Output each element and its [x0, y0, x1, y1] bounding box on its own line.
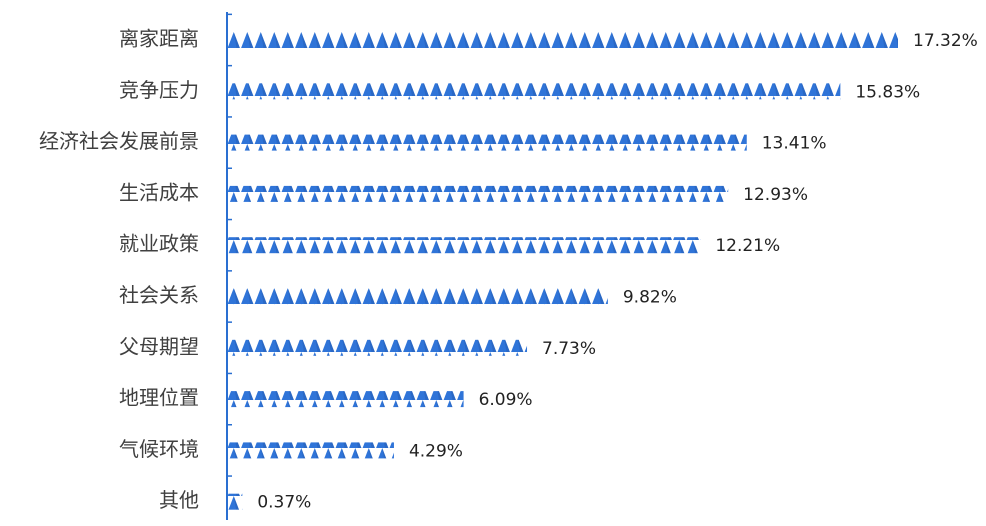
bar-mark [228, 288, 608, 305]
bar-mark [228, 237, 701, 254]
bar-mark [228, 185, 729, 202]
data-label: 12.93% [743, 185, 808, 205]
bar-mark [228, 391, 464, 408]
bar-mark [228, 339, 528, 356]
category-label: 经济社会发展前景 [39, 129, 199, 153]
bar-mark [228, 442, 394, 459]
data-label: 4.29% [409, 441, 463, 461]
bar-mark [228, 83, 841, 100]
category-label: 生活成本 [119, 180, 199, 204]
bar-mark [228, 134, 747, 151]
data-label: 15.83% [855, 82, 920, 102]
data-label: 12.21% [715, 236, 780, 256]
data-label: 17.32% [913, 31, 978, 51]
data-label: 6.09% [479, 390, 533, 410]
category-label: 地理位置 [119, 386, 199, 410]
bar-mark [228, 32, 898, 48]
category-label: 其他 [159, 488, 199, 512]
bars-group [228, 32, 898, 510]
labels-group: 离家距离 17.32% 竞争压力 15.83% 经济社会发展前景 13.41% 生活成本 12… [39, 27, 978, 513]
data-label: 9.82% [623, 288, 677, 308]
category-label: 就业政策 [119, 232, 199, 256]
data-label: 13.41% [762, 134, 827, 154]
category-label: 气候环境 [119, 437, 199, 461]
y-axis-group [226, 12, 232, 520]
data-label: 7.73% [542, 339, 596, 359]
category-label: 离家距离 [119, 27, 199, 51]
data-label: 0.37% [257, 493, 311, 513]
bar-mark [228, 493, 243, 510]
category-label: 竞争压力 [119, 78, 199, 102]
category-label: 父母期望 [119, 334, 199, 358]
category-label: 社会关系 [119, 283, 199, 307]
